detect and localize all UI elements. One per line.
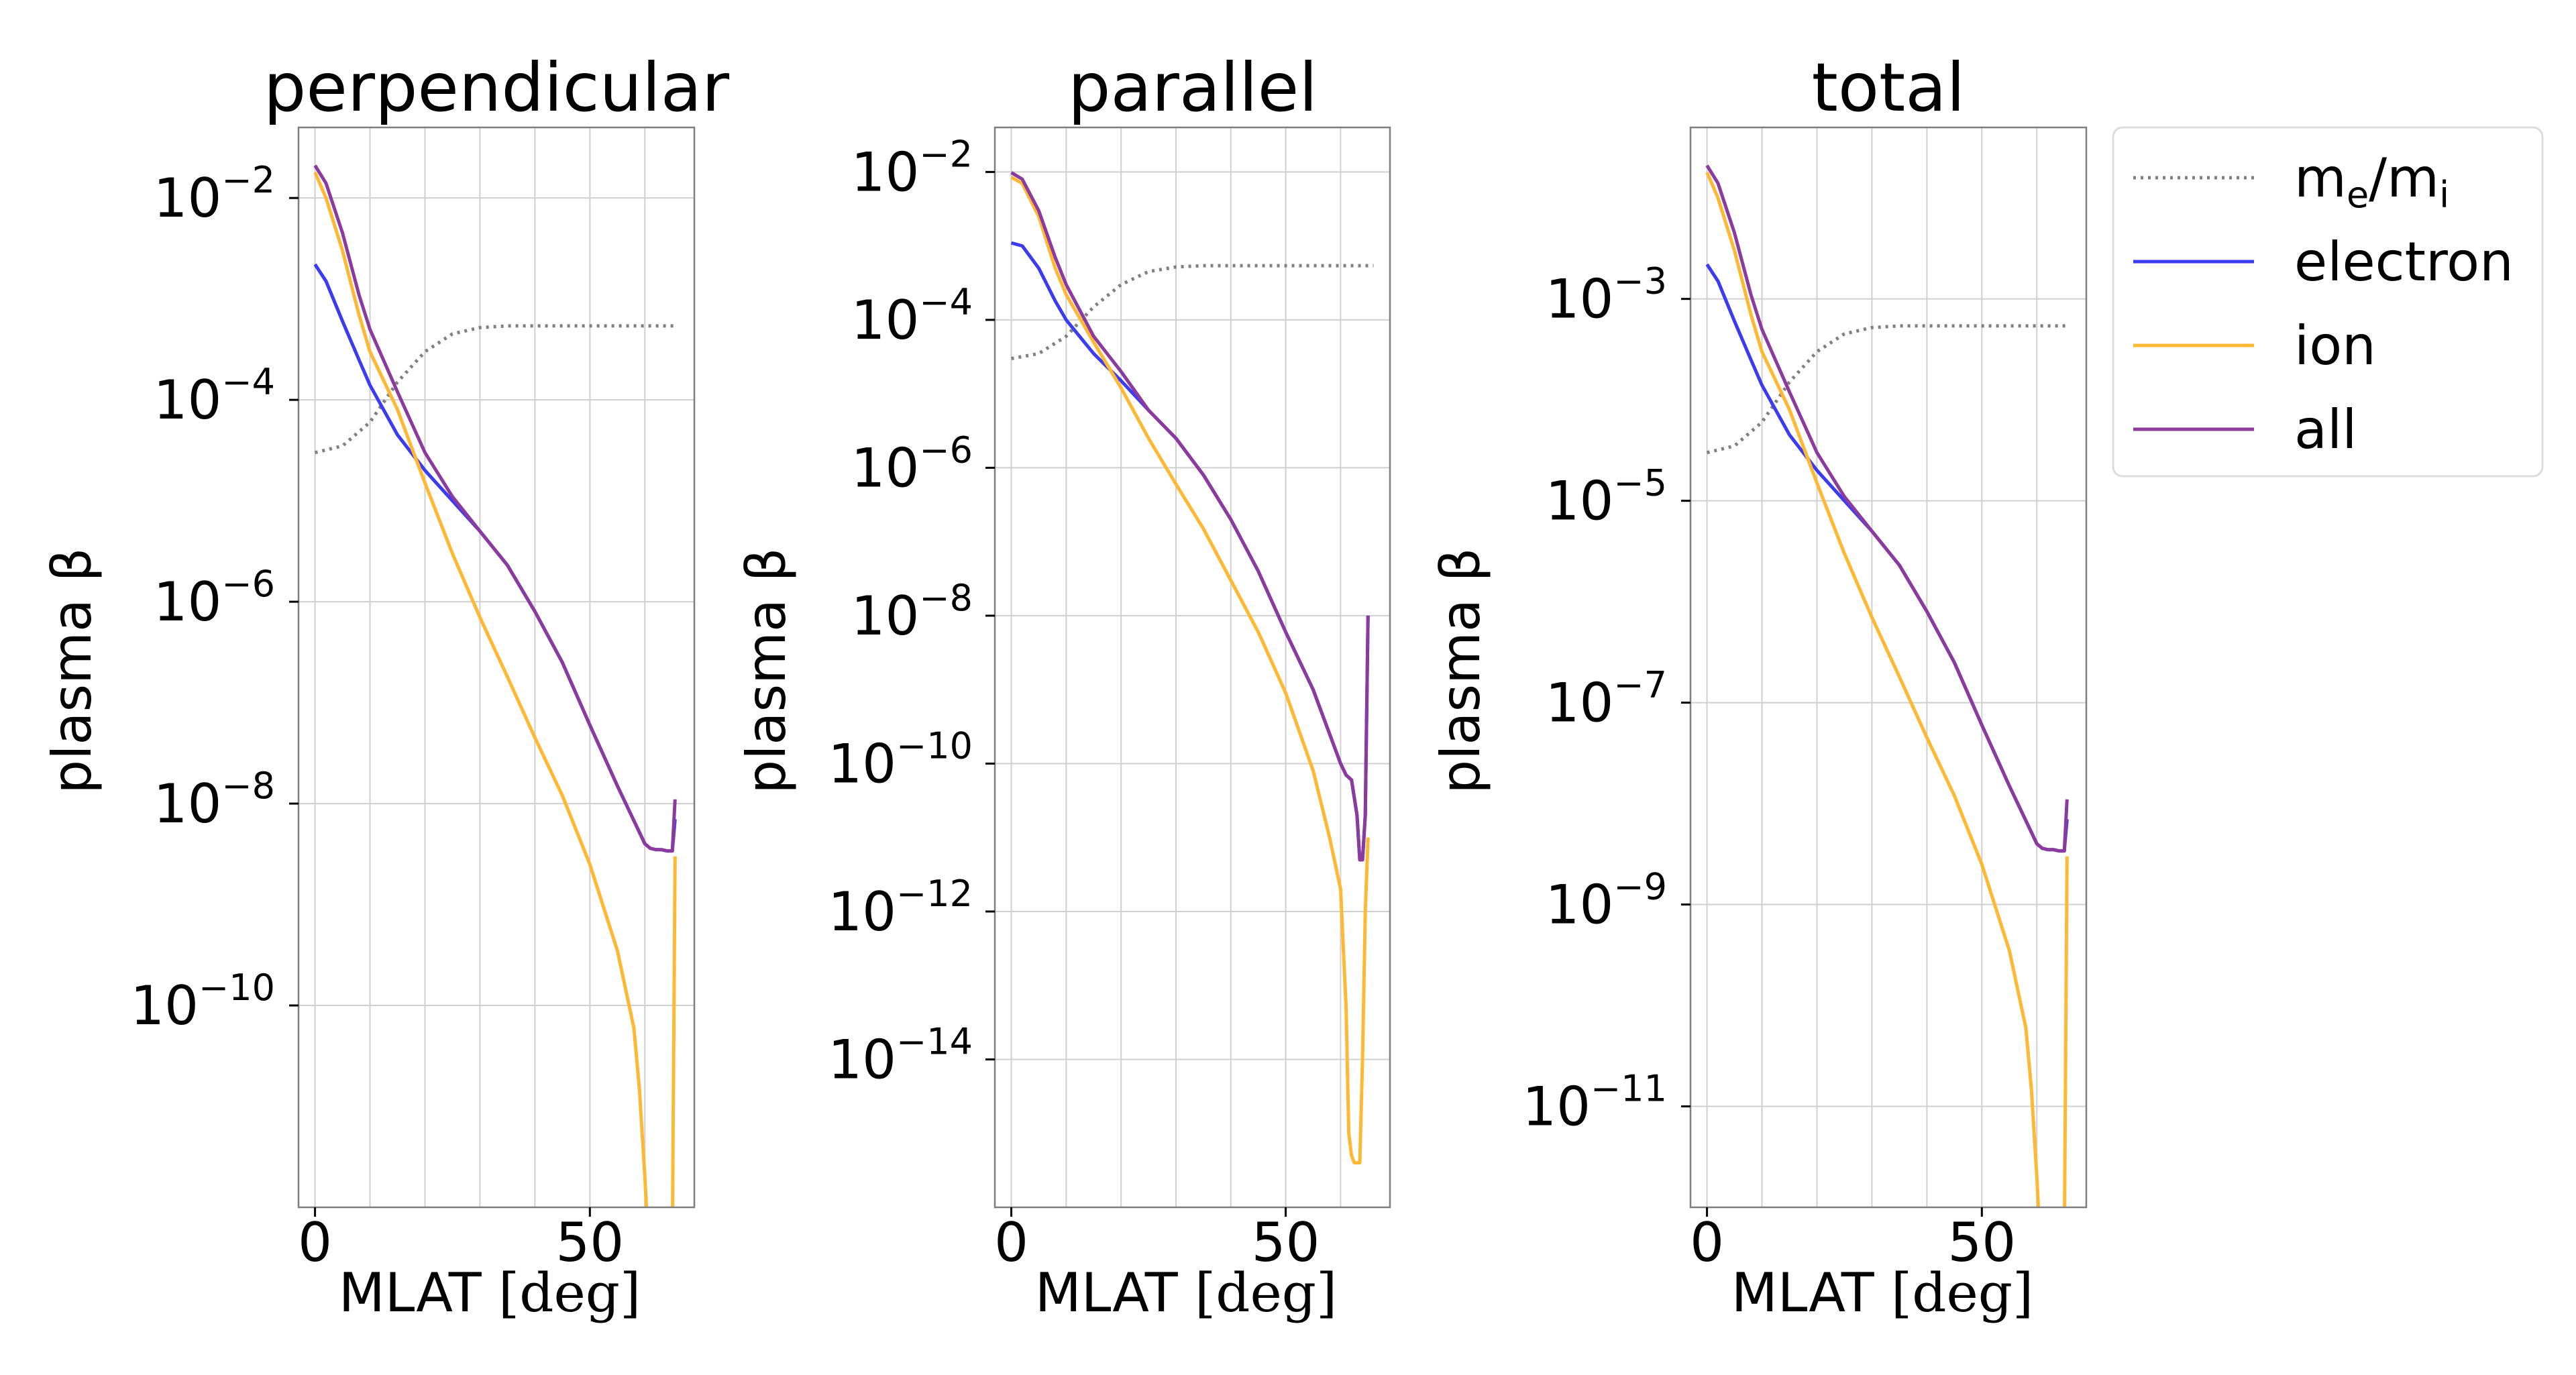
legend: me/mi electron ion all	[2112, 126, 2544, 478]
y-tick-label: 10−3	[1546, 260, 1667, 331]
y-tick-label: 10−6	[154, 563, 275, 633]
y-axis-label: plasma β	[1430, 547, 1492, 793]
panel-perpendicular: perpendicular 10−2 10−4 10−6 10−8 10−10 0 50MLA…	[41, 48, 730, 1324]
y-axis-label: plasma β	[41, 547, 103, 793]
legend-box	[2112, 126, 2544, 478]
series-line-all	[1705, 164, 2069, 853]
y-tick-label: 10−4	[851, 281, 973, 351]
y-tick-label: 10−8	[154, 765, 275, 835]
y-tick-label: 10−11	[1522, 1068, 1667, 1138]
x-axis-label: MLAT [deg]	[1731, 1262, 2033, 1324]
series-line-ion	[313, 171, 677, 1207]
axes-frame	[994, 126, 1391, 1209]
x-axis-label: MLAT [deg]	[339, 1262, 641, 1324]
x-tick-label: 0	[298, 1211, 332, 1274]
y-tick-label: 10−9	[1546, 866, 1667, 936]
panel-parallel: parallel 10−2 10−4 10−6 10−8 10−10 10−12 10−14 0…	[735, 48, 1391, 1324]
series-line-ion	[1010, 176, 1370, 1165]
axes-frame	[1689, 126, 2088, 1209]
y-tick-label: 10−4	[154, 361, 275, 431]
y-tick-label: 10−10	[130, 967, 275, 1037]
x-axis-label: MLAT [deg]	[1035, 1262, 1337, 1324]
legend-label: me/mi	[2294, 147, 2449, 216]
legend-label: all	[2294, 398, 2357, 461]
x-tick-label: 0	[994, 1211, 1028, 1274]
x-tick-label: 50	[1947, 1211, 2016, 1274]
y-tick-label: 10−2	[154, 159, 275, 229]
series-line-ion	[1705, 171, 2069, 1207]
series-line-me-mi	[315, 324, 678, 455]
panel-title: perpendicular	[264, 48, 730, 127]
series-line-all	[1010, 171, 1370, 862]
legend-label: electron	[2294, 231, 2514, 293]
y-tick-label: 10−5	[1546, 462, 1667, 533]
series-line-me-mi	[1707, 324, 2070, 455]
x-tick-label: 50	[555, 1211, 624, 1274]
y-tick-label: 10−12	[828, 873, 973, 943]
y-tick-label: 10−8	[851, 577, 973, 647]
y-tick-label: 10−10	[828, 724, 973, 795]
series-line-all	[313, 164, 677, 853]
panel-title: total	[1812, 48, 1966, 127]
y-axis-label: plasma β	[735, 547, 798, 793]
panel-title: parallel	[1068, 48, 1318, 127]
axes-frame	[297, 126, 696, 1209]
x-tick-label: 0	[1690, 1211, 1724, 1274]
y-tick-label: 10−7	[1546, 664, 1667, 734]
legend-label: ion	[2294, 315, 2376, 377]
y-tick-label: 10−2	[851, 133, 973, 203]
y-tick-label: 10−6	[851, 429, 973, 499]
x-tick-label: 50	[1252, 1211, 1320, 1274]
y-tick-label: 10−14	[828, 1020, 973, 1091]
